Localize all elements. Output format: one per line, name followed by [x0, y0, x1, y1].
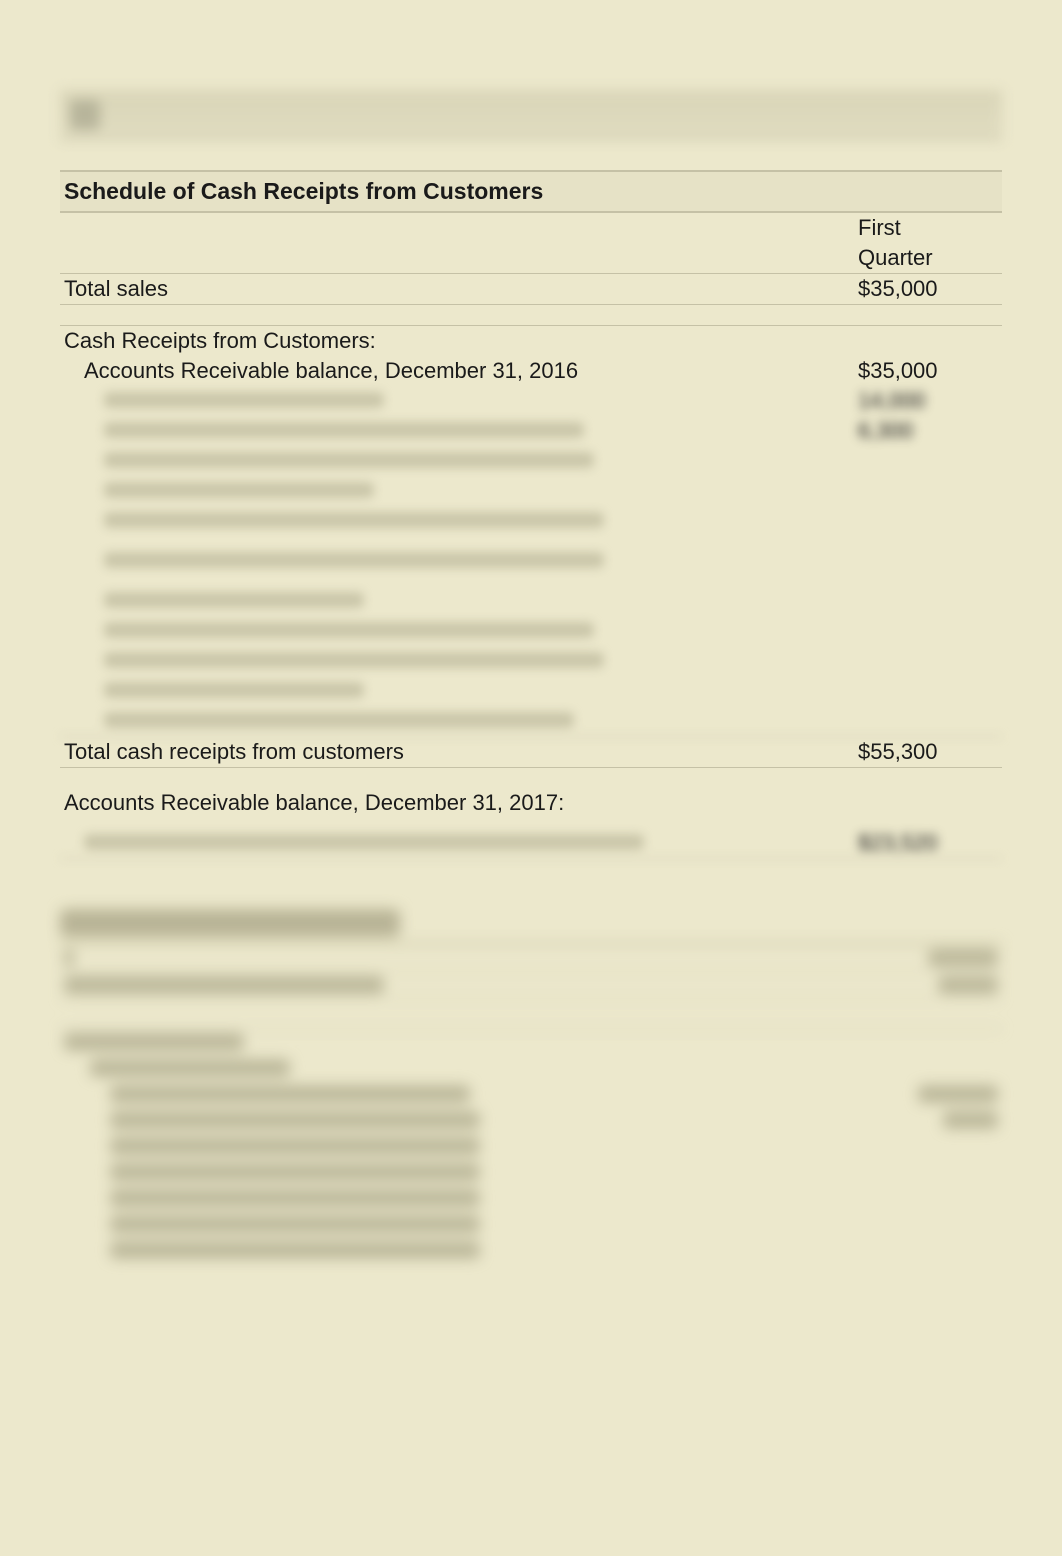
blurred-line-2: 6,300	[60, 416, 1002, 446]
blurred-line-8	[60, 616, 1002, 646]
blurred-line-9	[60, 646, 1002, 676]
column-header-line1: First	[60, 213, 1002, 243]
column-header-line2: Quarter	[60, 243, 1002, 273]
blurred-line-5	[60, 506, 1002, 536]
col-header-1: First	[838, 215, 998, 241]
blurred-line-10	[60, 676, 1002, 706]
total-sales-row: Total sales $35,000	[60, 273, 1002, 305]
main-content: Schedule of Cash Receipts from Customers…	[60, 170, 1002, 1263]
total-receipts-label: Total cash receipts from customers	[64, 739, 838, 765]
ar-2016-value: $35,000	[838, 358, 998, 384]
total-receipts-row: Total cash receipts from customers $55,3…	[60, 737, 1002, 768]
blurred-second-schedule	[60, 909, 1002, 1263]
total-receipts-value: $55,300	[838, 739, 998, 765]
ar-2017-label: Accounts Receivable balance, December 31…	[64, 790, 838, 816]
blurred-line-12: $23,520	[60, 828, 1002, 859]
value-6300: 6,300	[838, 418, 998, 444]
schedule-title: Schedule of Cash Receipts from Customers	[60, 170, 1002, 213]
blurred-line-1: 14,000	[60, 386, 1002, 416]
ar-2016-row: Accounts Receivable balance, December 31…	[60, 356, 1002, 386]
value-23520: $23,520	[838, 830, 998, 856]
ar-2016-label: Accounts Receivable balance, December 31…	[64, 358, 838, 384]
blurred-line-6	[60, 546, 1002, 576]
total-sales-label: Total sales	[64, 276, 838, 302]
blurred-line-3	[60, 446, 1002, 476]
blurred-line-4	[60, 476, 1002, 506]
blurred-line-7	[60, 586, 1002, 616]
blurred-line-11	[60, 706, 1002, 737]
value-14000: 14,000	[838, 388, 998, 414]
receipts-heading-row: Cash Receipts from Customers:	[60, 325, 1002, 356]
top-blurred-bar	[60, 90, 1002, 140]
receipts-heading: Cash Receipts from Customers:	[64, 328, 838, 354]
total-sales-value: $35,000	[838, 276, 998, 302]
ar-2017-heading-row: Accounts Receivable balance, December 31…	[60, 788, 1002, 818]
col-header-2: Quarter	[838, 245, 998, 271]
